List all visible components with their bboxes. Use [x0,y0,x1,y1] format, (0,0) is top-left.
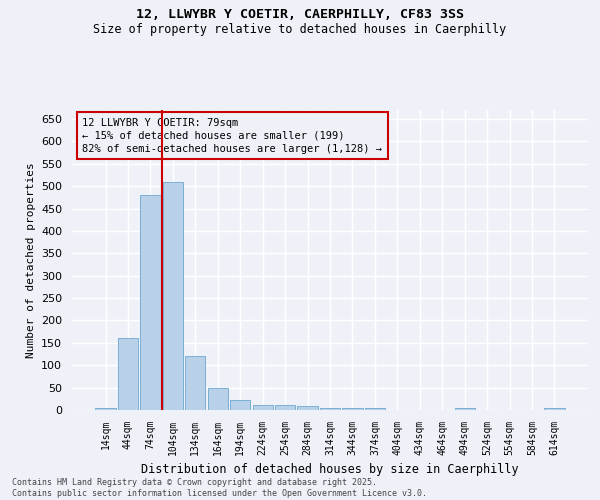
Text: Contains HM Land Registry data © Crown copyright and database right 2025.
Contai: Contains HM Land Registry data © Crown c… [12,478,427,498]
Bar [230,400,250,410]
Y-axis label: Number of detached properties: Number of detached properties [26,162,35,358]
Bar [275,404,295,410]
Bar [185,356,205,410]
Text: 12, LLWYBR Y COETIR, CAERPHILLY, CF83 3SS: 12, LLWYBR Y COETIR, CAERPHILLY, CF83 3S… [136,8,464,20]
Bar [343,408,362,410]
X-axis label: Distribution of detached houses by size in Caerphilly: Distribution of detached houses by size … [141,464,519,476]
Bar [365,408,385,410]
Bar [298,406,317,410]
Bar [320,408,340,410]
Bar [95,408,116,410]
Bar [140,195,161,410]
Text: 12 LLWYBR Y COETIR: 79sqm
← 15% of detached houses are smaller (199)
82% of semi: 12 LLWYBR Y COETIR: 79sqm ← 15% of detac… [82,118,382,154]
Bar [253,404,273,410]
Bar [544,408,565,410]
Bar [163,182,183,410]
Bar [118,338,138,410]
Bar [208,388,228,410]
Text: Size of property relative to detached houses in Caerphilly: Size of property relative to detached ho… [94,22,506,36]
Bar [455,408,475,410]
